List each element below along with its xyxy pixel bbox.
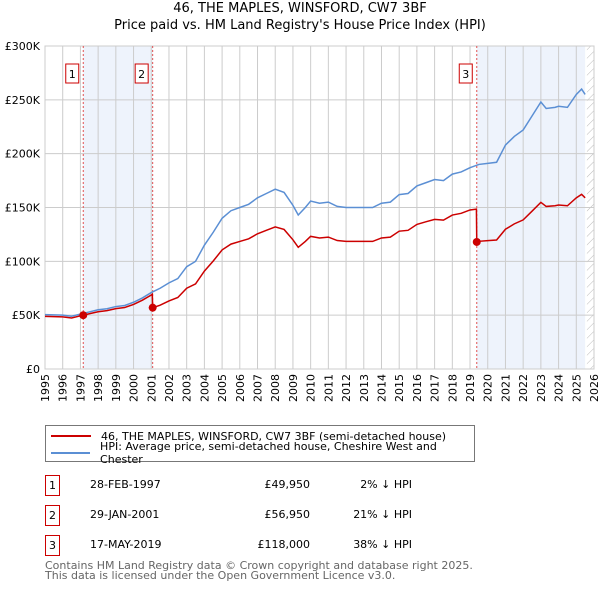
x-tick-label: 2018: [446, 374, 459, 402]
property-price-line: [44, 193, 586, 319]
sale-date: 28-FEB-1997: [90, 478, 161, 491]
x-tick-label: 2005: [216, 374, 229, 402]
x-tick-label: 2013: [358, 374, 371, 402]
x-tick-label: 1995: [39, 374, 52, 402]
x-tick-label: 2023: [535, 374, 548, 402]
x-tick-label: 2022: [517, 374, 530, 402]
y-tick-label: £250K: [5, 94, 41, 107]
sale-price: £56,950: [264, 508, 311, 521]
x-tick-label: 2004: [198, 374, 211, 402]
legend-hpi: HPI: Average price, semi-detached house,…: [100, 440, 437, 466]
x-tick-label: 2020: [482, 374, 495, 402]
chart-title: 46, THE MAPLES, WINSFORD, CW7 3BF: [173, 1, 427, 16]
footer-licence: This data is licensed under the Open Gov…: [45, 569, 396, 582]
sale-marker-box: [134, 63, 149, 84]
price-chart: 1995 1996 1997 1998 1999 2000 2001 2002 2003 2004…: [5, 40, 600, 402]
x-tick-label: 2003: [181, 374, 194, 402]
sale-price: £49,950: [264, 478, 311, 491]
legend-red-line-icon: [51, 435, 91, 437]
x-tick-label: 1999: [110, 374, 123, 402]
y-tick-label: £100K: [5, 255, 41, 268]
legend-property: 46, THE MAPLES, WINSFORD, CW7 3BF (semi-…: [101, 429, 447, 443]
hpi-line: [44, 87, 586, 318]
chart-subtitle: Price paid vs. HM Land Registry's House …: [114, 18, 486, 33]
x-tick-label: 2008: [269, 374, 282, 402]
x-tick-label: 2025: [570, 374, 583, 402]
x-tick-label: 2007: [252, 374, 265, 402]
x-tick-label: 1997: [74, 374, 87, 402]
x-tick-label: 2002: [163, 374, 176, 402]
legend-blue-line-icon: [51, 452, 91, 454]
x-tick-label: 2000: [128, 374, 141, 402]
x-tick-label: 1996: [57, 374, 70, 402]
sale-number: 1: [45, 475, 60, 496]
x-tick-label: 2012: [340, 374, 353, 402]
y-tick-label: £300K: [5, 40, 41, 53]
sale-hpi-diff: 21% ↓ HPI: [353, 508, 412, 521]
sale-row: 2 29-JAN-2001 £56,950 21% ↓ HPI: [45, 505, 445, 526]
sale-hpi-diff: 2% ↓ HPI: [360, 478, 412, 491]
y-tick-label: £0: [26, 363, 40, 376]
x-tick-label: 2017: [429, 374, 442, 402]
x-tick-label: 2021: [499, 374, 512, 402]
sale-marker-label: 3: [462, 68, 469, 81]
sale-marker-box: [65, 63, 80, 84]
x-tick-label: 2011: [322, 374, 335, 402]
sale-point: [79, 311, 88, 320]
sale-date: 17-MAY-2019: [90, 538, 162, 551]
x-tick-label: 2026: [588, 374, 600, 402]
sale-price: £118,000: [257, 538, 311, 551]
x-tick-label: 2014: [375, 374, 388, 402]
sale-marker-box: [458, 63, 473, 84]
sale-date: 29-JAN-2001: [90, 508, 160, 521]
x-tick-label: 1998: [92, 374, 105, 402]
x-tick-label: 2010: [305, 374, 318, 402]
x-tick-label: 2001: [145, 374, 158, 402]
sale-point: [472, 237, 481, 246]
sale-number: 2: [45, 505, 60, 526]
x-tick-label: 2024: [553, 374, 566, 402]
sale-marker-label: 1: [69, 68, 76, 81]
sale-hpi-diff: 38% ↓ HPI: [353, 538, 412, 551]
sale-row: 3 17-MAY-2019 £118,000 38% ↓ HPI: [45, 535, 445, 556]
x-tick-label: 2016: [411, 374, 424, 402]
footer-copyright: Contains HM Land Registry data © Crown c…: [45, 559, 473, 572]
x-tick-label: 2015: [393, 374, 406, 402]
sale-number: 3: [45, 535, 60, 556]
y-tick-label: £200K: [5, 148, 41, 161]
y-tick-label: £150K: [5, 202, 41, 215]
sale-point: [148, 303, 157, 312]
sale-row: 1 28-FEB-1997 £49,950 2% ↓ HPI: [45, 475, 445, 496]
legend: 46, THE MAPLES, WINSFORD, CW7 3BF (semi-…: [45, 425, 475, 466]
sale-marker-label: 2: [138, 68, 145, 81]
x-tick-label: 2009: [287, 374, 300, 402]
y-tick-label: £50K: [12, 309, 41, 322]
x-tick-label: 2006: [234, 374, 247, 402]
plot-frame: [44, 45, 595, 370]
x-tick-label: 2019: [464, 374, 477, 402]
